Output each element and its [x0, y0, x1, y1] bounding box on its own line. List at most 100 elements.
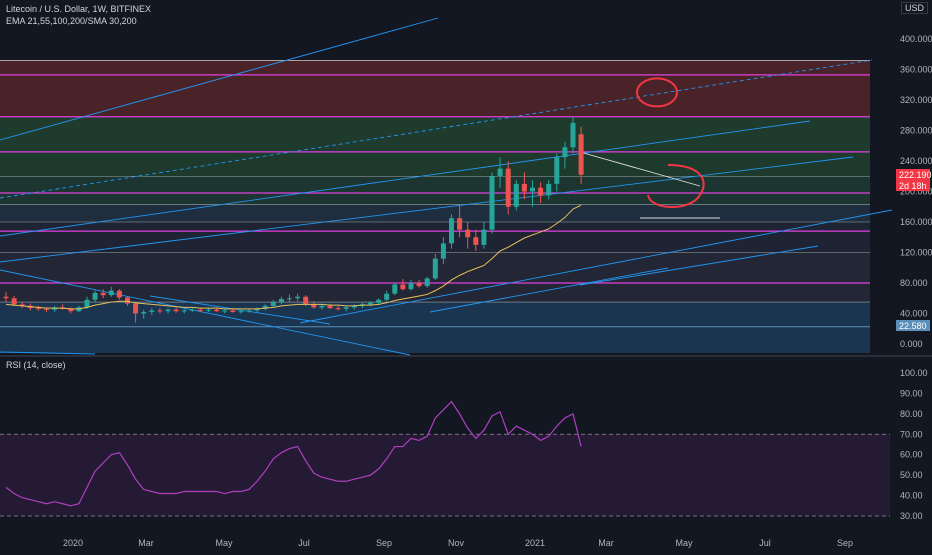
candle-body [319, 305, 325, 308]
candle [92, 290, 98, 303]
candle [570, 116, 576, 154]
price-axis-label: 0.000 [900, 339, 923, 349]
candle-body [19, 304, 25, 306]
candle-body [222, 310, 228, 312]
candle-body [546, 183, 552, 196]
candle [116, 289, 122, 300]
ema-line [5, 204, 582, 310]
candle-body [246, 310, 252, 312]
time-axis-label: Nov [448, 538, 465, 548]
zone-band-2 [0, 151, 870, 177]
zone-band-5 [0, 222, 870, 253]
candle [254, 307, 260, 312]
candle [335, 305, 341, 311]
candle-body [125, 297, 130, 304]
zone-band-7 [0, 302, 870, 353]
rsi-axis-label: 100.00 [900, 368, 928, 378]
candle-body [116, 290, 122, 298]
candle [416, 279, 422, 288]
rsi-axis-label: 30.00 [900, 511, 923, 521]
candle [157, 308, 163, 314]
time-axis-label: Jul [759, 538, 771, 548]
candle-body [68, 308, 74, 312]
rsi-band-background [0, 434, 890, 516]
candle [3, 292, 9, 303]
candle-body [108, 290, 114, 296]
candle-body [497, 168, 503, 177]
candle-body [165, 309, 171, 312]
candle [35, 305, 41, 311]
candle [530, 180, 535, 207]
price-tag: 22.580 [896, 320, 930, 331]
trend-line-8 [149, 295, 331, 325]
trend-line-0 [0, 17, 439, 141]
candle [343, 305, 349, 312]
time-axis-label: Mar [598, 538, 614, 548]
candle [295, 293, 301, 302]
candle [181, 308, 187, 314]
candle-body [538, 187, 544, 196]
price-axis-label: 160.000 [900, 217, 932, 227]
candle-body [214, 309, 220, 312]
candle [238, 309, 244, 314]
candle-body [44, 308, 49, 310]
candle [246, 308, 252, 313]
price-axis-label: 360.000 [900, 65, 932, 75]
candle [424, 276, 430, 288]
candle-body [530, 187, 535, 192]
time-axis-label: Sep [376, 538, 392, 548]
rsi-axis-label: 70.00 [900, 429, 923, 439]
price-tag: 222.190 [896, 169, 932, 180]
candle-body [278, 299, 284, 303]
candle [521, 172, 527, 200]
time-axis-label: Sep [837, 538, 853, 548]
candle [473, 229, 479, 251]
candle-body [149, 310, 155, 312]
candle-body [457, 218, 463, 230]
price-axis-label: 400.000 [900, 34, 932, 44]
candle [392, 283, 398, 296]
currency-button[interactable]: USD [900, 2, 928, 14]
candle-body [489, 176, 495, 230]
candle [513, 180, 519, 211]
candle-body [376, 299, 382, 303]
candle-body [578, 134, 584, 175]
price-tag-box [896, 169, 930, 180]
price-axis-label: 120.000 [900, 248, 932, 258]
candle-body [416, 283, 422, 287]
candle [554, 153, 560, 192]
price-tag-label: 222.190 [899, 170, 932, 180]
candle-body [311, 304, 317, 308]
candle [449, 214, 454, 249]
candle [440, 237, 446, 264]
time-axis-label: 2021 [525, 538, 545, 548]
price-tag-label: 22.580 [899, 321, 927, 331]
candle [19, 302, 25, 309]
candle [189, 308, 195, 312]
candle-body [141, 311, 147, 314]
candle-body [35, 308, 41, 310]
candle-body [400, 284, 406, 290]
annotation-circle-middle [647, 164, 705, 208]
zone-band-1 [0, 116, 870, 152]
zone-band-0 [0, 60, 870, 117]
candle [100, 289, 106, 299]
candle [481, 222, 487, 249]
price-axis-label: 240.000 [900, 156, 932, 166]
candle-body [189, 309, 195, 311]
chart-title: Litecoin / U.S. Dollar, 1W, BITFINEX [6, 4, 152, 14]
price-axis-label: 40.000 [900, 309, 928, 319]
candle-body [368, 302, 373, 305]
candle [270, 299, 276, 308]
candle [141, 309, 147, 319]
price-tag-box [896, 180, 930, 191]
candle [489, 172, 495, 234]
candle [11, 295, 17, 306]
candle-body [157, 310, 163, 312]
candle-body [335, 308, 341, 310]
candle [206, 308, 211, 312]
time-axis-label: 2020 [63, 538, 83, 548]
candle-body [287, 298, 292, 300]
